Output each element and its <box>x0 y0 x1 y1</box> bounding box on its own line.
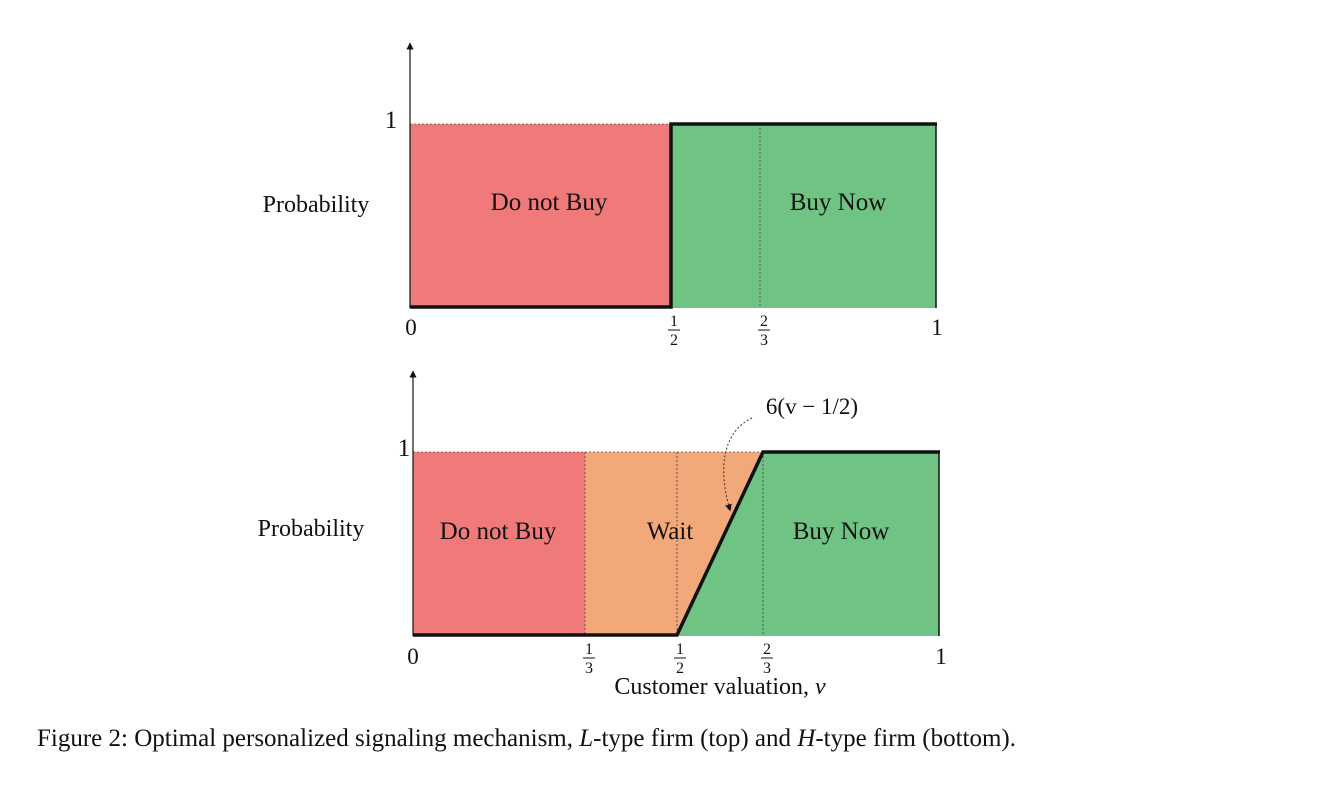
top-x-tick-zero: 0 <box>405 315 417 340</box>
top-x-tick-half-den: 2 <box>670 332 678 349</box>
bottom-xlabel: Customer valuation, v <box>614 674 826 700</box>
top-label-buy-now: Buy Now <box>790 189 887 216</box>
caption-l-type: L <box>579 725 594 752</box>
bottom-x-tick-half-den: 2 <box>676 660 684 677</box>
top-y-tick-one: 1 <box>385 107 398 134</box>
bottom-probability-curve <box>413 450 940 637</box>
annotation-formula: 6(v − 1/2) <box>766 394 858 419</box>
top-probability-curve <box>410 122 937 309</box>
top-label-do-not-buy: Do not Buy <box>491 189 608 216</box>
top-x-tick-twothirds-num: 2 <box>760 313 768 330</box>
bottom-panel: 6(v − 1/2) 1 Probability Do not Buy Wait… <box>258 370 947 700</box>
caption-middle: -type firm (top) and <box>593 725 798 752</box>
top-x-tick-half-num: 1 <box>670 313 678 330</box>
top-panel: 1 Probability Do not Buy Buy Now 0 1 2 2… <box>263 42 943 349</box>
top-x-tick-twothirds-den: 3 <box>760 332 768 349</box>
caption-prefix: Figure 2: Optimal personalized signaling… <box>37 725 580 752</box>
caption-h-type: H <box>797 725 816 752</box>
bottom-x-tick-third-den: 3 <box>585 660 593 677</box>
bottom-xlabel-text: Customer valuation, <box>614 674 815 700</box>
bottom-label-buy-now: Buy Now <box>793 518 890 545</box>
top-region-buy-now <box>671 124 936 308</box>
caption-suffix: -type firm (bottom). <box>815 725 1016 752</box>
bottom-x-tick-half-num: 1 <box>676 641 684 658</box>
bottom-xlabel-variable: v <box>815 674 826 700</box>
bottom-x-tick-twothirds-num: 2 <box>763 641 771 658</box>
signaling-mechanism-figure: 1 Probability Do not Buy Buy Now 0 1 2 2… <box>258 42 947 700</box>
top-ylabel: Probability <box>263 192 370 218</box>
bottom-y-tick-one: 1 <box>398 435 411 462</box>
bottom-x-tick-zero: 0 <box>407 644 419 669</box>
bottom-ylabel: Probability <box>258 516 365 542</box>
bottom-label-do-not-buy: Do not Buy <box>440 518 557 545</box>
bottom-label-wait: Wait <box>647 518 694 545</box>
bottom-x-tick-third-num: 1 <box>585 641 593 658</box>
bottom-x-tick-one: 1 <box>935 644 947 669</box>
bottom-x-tick-twothirds-den: 3 <box>763 660 771 677</box>
bottom-region-do-not-buy <box>413 452 585 636</box>
top-region-do-not-buy <box>410 124 671 308</box>
figure-caption: Figure 2: Optimal personalized signaling… <box>37 725 1317 753</box>
top-x-tick-one: 1 <box>931 315 943 340</box>
bottom-region-wait <box>585 452 763 636</box>
